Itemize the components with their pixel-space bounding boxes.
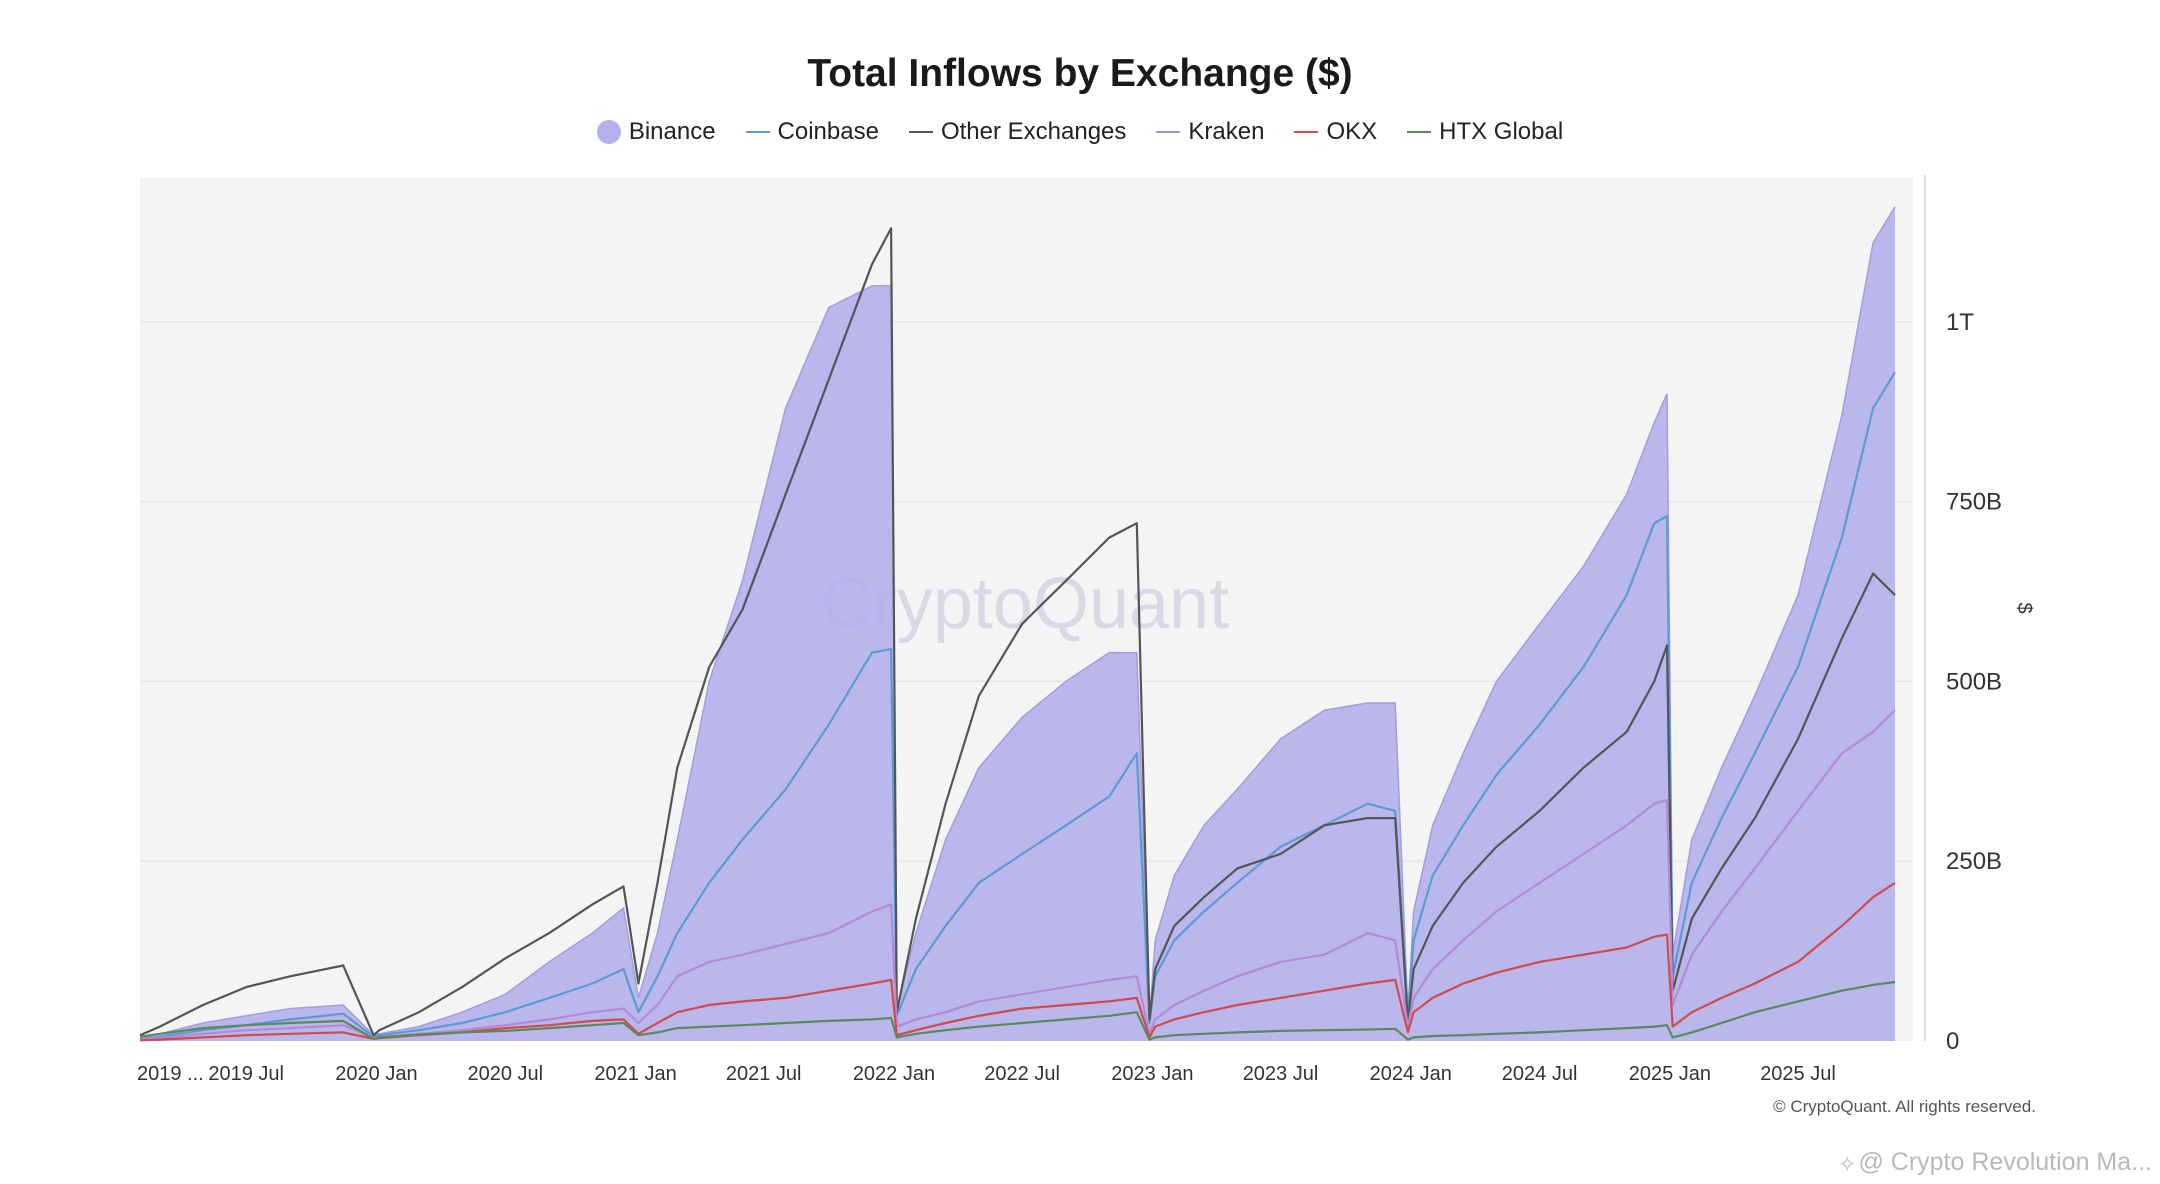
credit-label: @ Crypto Revolution Ma... [1858,1148,2152,1176]
series-outline-binance [139,206,1896,1039]
x-tick-label-9: 2023 Jul [1243,1063,1319,1085]
copyright-note: © CryptoQuant. All rights reserved. [1773,1097,2036,1116]
legend-item-binance[interactable]: Binance [596,118,716,146]
legend-label-htx-global: HTX Global [1439,118,1564,145]
y-tick-label-2: 500B [1946,668,2002,695]
legend-label-kraken: Kraken [1188,118,1265,145]
x-tick-label-12: 2025 Jan [1629,1063,1711,1085]
x-tick-label-2: 2020 Jan [335,1063,417,1085]
series-line-htx-global [139,980,1896,1041]
legend-swatch-other-exchanges [908,131,933,133]
x-tick-label-6: 2022 Jan [853,1063,935,1085]
legend-swatch-htx-global [1407,131,1432,133]
x-tick-label-0: 2019 ... [137,1063,204,1085]
series-group [139,206,1896,1042]
legend-swatch-coinbase [745,131,770,133]
x-tick-label-8: 2023 Jan [1111,1063,1193,1085]
credit: ⟡ @ Crypto Revolution Ma... [1840,1148,2152,1177]
legend-swatch-kraken [1156,131,1181,133]
series-line-other-exchanges [139,227,1896,1037]
series-line-kraken [139,709,1896,1041]
x-tick-label-11: 2024 Jul [1502,1063,1578,1085]
y-tick-label-0: 0 [1946,1028,1959,1055]
legend-label-coinbase: Coinbase [777,118,879,145]
x-tick-label-13: 2025 Jul [1760,1063,1836,1085]
y-axis-label: $ [2013,602,2035,613]
x-axis-ticks: 2019 ... 2019 Jul 2020 Jan 2020 Jul 2021 Jan… [137,1063,1836,1085]
legend-swatch-okx [1294,131,1319,133]
x-tick-label-7: 2022 Jul [984,1063,1060,1085]
x-tick-label-1: 2019 Jul [208,1063,284,1085]
legend-item-other-exchanges[interactable]: Other Exchanges [908,118,1127,146]
legend-item-coinbase[interactable]: Coinbase [745,118,879,146]
series-line-coinbase [139,371,1896,1040]
legend-label-other-exchanges: Other Exchanges [940,118,1127,145]
legend-item-htx-global[interactable]: HTX Global [1407,118,1563,146]
legend-item-kraken[interactable]: Kraken [1156,118,1264,146]
chart-title: Total Inflows by Exchange ($) [807,52,1353,95]
y-tick-label-3: 750B [1946,489,2002,516]
x-tick-label-5: 2021 Jul [726,1063,802,1085]
series-line-okx [139,881,1896,1042]
x-tick-label-3: 2020 Jul [467,1063,543,1085]
y-axis-ticks: 0 250B 500B 750B 1T [1946,309,2002,1055]
x-tick-label-10: 2024 Jan [1370,1063,1452,1085]
x-tick-label-4: 2021 Jan [594,1063,676,1085]
legend-item-okx[interactable]: OKX [1294,118,1377,146]
y-tick-label-4: 1T [1946,309,1974,336]
y-tick-label-1: 250B [1946,848,2002,875]
share-icon: ⟡ [1839,1149,1855,1175]
legend-label-okx: OKX [1326,118,1378,145]
series-area-binance [140,206,1895,1042]
legend-label-binance: Binance [628,118,716,145]
legend-swatch-binance [596,120,621,144]
chart-legend: Binance Coinbase Other Exchanges Kraken … [0,118,2160,146]
